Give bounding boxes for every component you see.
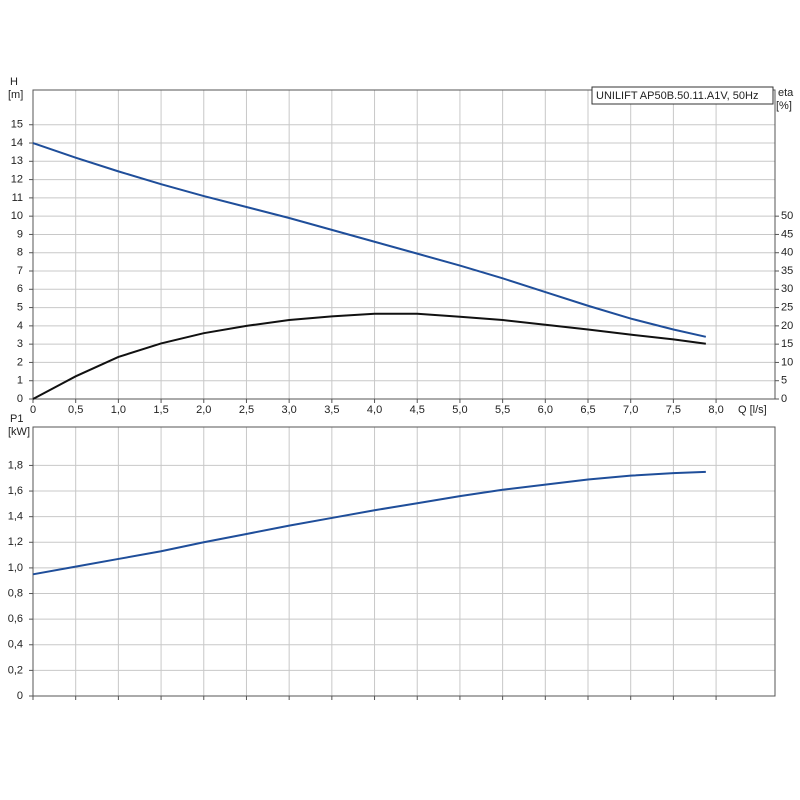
- y2-tick-label: 20: [781, 320, 793, 332]
- x-tick-label: 5,5: [495, 404, 510, 416]
- y-tick-label: 10: [11, 210, 23, 222]
- curve: [32, 470, 706, 576]
- y2-axis-label: eta: [778, 87, 794, 99]
- y-tick-label: 1,0: [8, 562, 23, 574]
- y2-tick-label: 25: [781, 301, 793, 313]
- y-tick-label: 5: [17, 301, 23, 313]
- y2-tick-label: 5: [781, 375, 787, 387]
- y2-tick-label: 30: [781, 283, 793, 295]
- y2-tick-label: 10: [781, 356, 793, 368]
- y-tick-label: 2: [17, 356, 23, 368]
- x-tick-label: 3,0: [282, 404, 297, 416]
- curve: [32, 142, 707, 338]
- y-tick-label: 9: [17, 228, 23, 240]
- x-tick-label: 8,0: [708, 404, 723, 416]
- x-tick-label: 0,5: [68, 404, 83, 416]
- x-tick-label: 7,0: [623, 404, 638, 416]
- x-tick-label: 6,5: [580, 404, 595, 416]
- x-tick-label: 4,0: [367, 404, 382, 416]
- y-tick-label: 6: [17, 283, 23, 295]
- x-tick-label: 0: [30, 404, 36, 416]
- y-tick-label: 8: [17, 247, 23, 259]
- y-tick-label: 1,4: [8, 511, 23, 523]
- y-tick-label: 7: [17, 265, 23, 277]
- x-axis-label: Q [l/s]: [738, 404, 767, 416]
- x-tick-label: 1,0: [111, 404, 126, 416]
- curve: [32, 312, 706, 400]
- x-tick-label: 2,5: [239, 404, 254, 416]
- y2-axis-unit: [%]: [776, 100, 792, 112]
- y-tick-label: 1,2: [8, 536, 23, 548]
- y-tick-label: 0,4: [8, 639, 23, 651]
- legend-box: [591, 86, 774, 105]
- y-tick-label: 14: [11, 137, 23, 149]
- y-tick-label: 15: [11, 119, 23, 131]
- y-tick-label: 12: [11, 173, 23, 185]
- y-tick-label: 0,2: [8, 664, 23, 676]
- y-tick-label: 0,8: [8, 587, 23, 599]
- y2-tick-label: 0: [781, 393, 787, 405]
- y-tick-label: 0: [17, 393, 23, 405]
- plot-frame: [32, 426, 776, 697]
- y-axis-unit: [kW]: [8, 426, 30, 438]
- y2-tick-label: 50: [781, 210, 793, 222]
- x-tick-label: 2,0: [196, 404, 211, 416]
- y2-tick-label: 45: [781, 228, 793, 240]
- chart-title: UNILIFT AP50B.50.11.A1V, 50Hz: [596, 90, 758, 102]
- y-tick-label: 4: [17, 320, 23, 332]
- y-axis-unit: [m]: [8, 89, 23, 101]
- x-tick-label: 1,5: [153, 404, 168, 416]
- y-tick-label: 1,6: [8, 485, 23, 497]
- plot-frame: [32, 89, 776, 400]
- y-tick-label: 11: [12, 192, 23, 204]
- y-axis-label: P1: [10, 413, 23, 425]
- y-tick-label: 0: [17, 690, 23, 702]
- y-tick-label: 1: [17, 375, 23, 387]
- y-tick-label: 1,8: [8, 459, 23, 471]
- y-tick-label: 0,6: [8, 613, 23, 625]
- x-tick-label: 7,5: [666, 404, 681, 416]
- x-tick-label: 6,0: [538, 404, 553, 416]
- y-tick-label: 3: [17, 338, 23, 350]
- y2-tick-label: 15: [781, 338, 793, 350]
- y-tick-label: 13: [11, 155, 23, 167]
- x-tick-label: 3,5: [324, 404, 339, 416]
- y2-tick-label: 35: [781, 265, 793, 277]
- y2-tick-label: 40: [781, 247, 793, 259]
- x-tick-label: 4,5: [410, 404, 425, 416]
- x-tick-label: 5,0: [452, 404, 467, 416]
- y-axis-label: H: [10, 76, 18, 88]
